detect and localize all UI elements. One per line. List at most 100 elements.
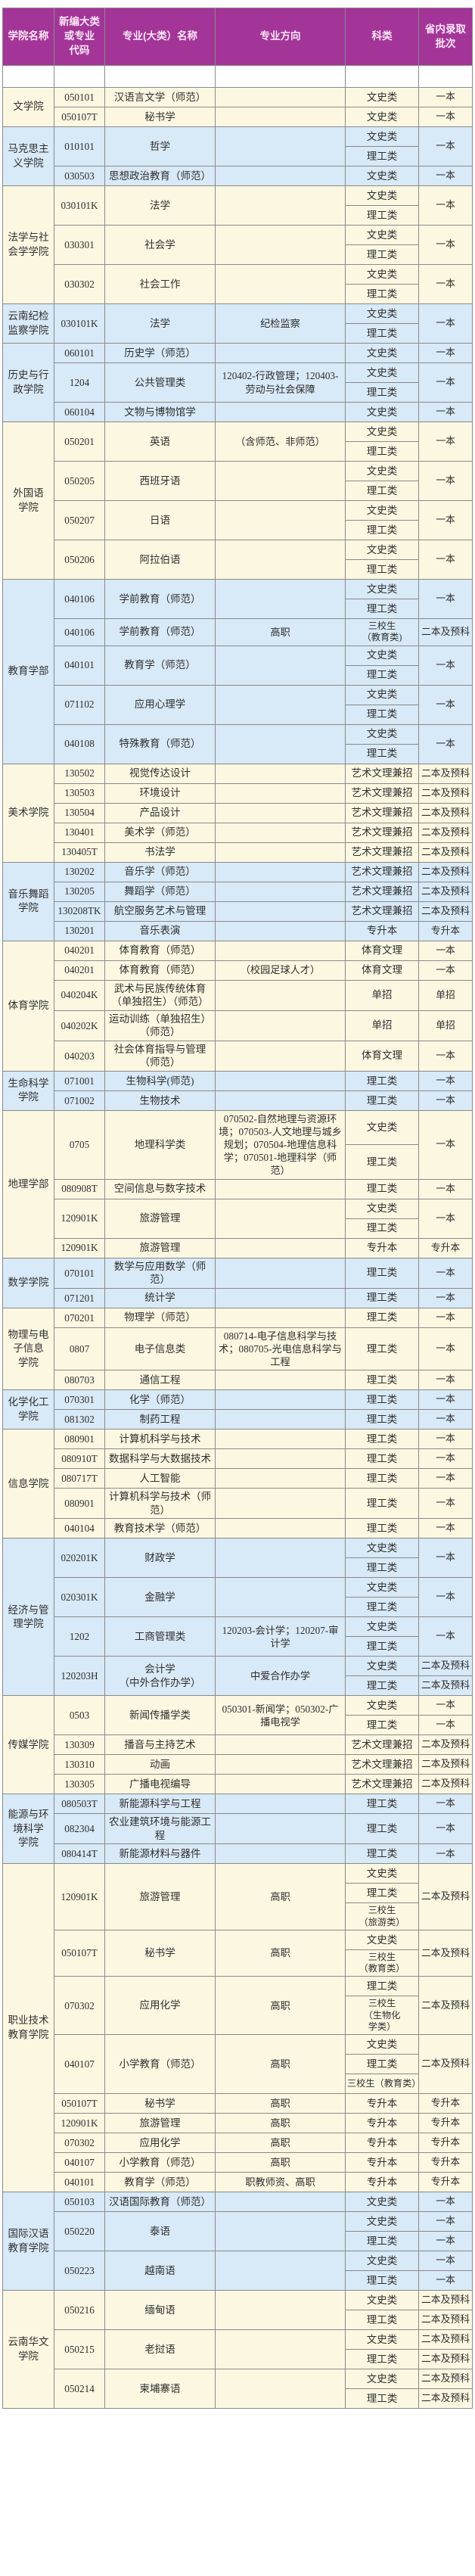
- table-row: 马克思主 义学院 010101 哲学 文史类 一本: [2, 126, 473, 186]
- table-row: 三校生 （旅游类）: [3, 1902, 473, 1930]
- major-name-cell: 生物科学(师范): [104, 1070, 216, 1091]
- table-row: 经济与管 理学院 020201K 财政学 文史类 一本: [2, 1538, 473, 1697]
- table-row: 040101 教育学（师范） 职教师资、高职 专升本 专升本: [3, 2172, 473, 2193]
- major-direction-cell: [215, 782, 346, 804]
- major-code-cell: 040107: [54, 2034, 105, 2095]
- subject-type-cell: 三校生 （教育类): [345, 618, 419, 646]
- major-name-cell: 法学: [104, 303, 216, 344]
- major-code-cell: 120901K: [54, 1198, 105, 1239]
- major-name-cell: 泰语: [104, 2211, 216, 2252]
- major-direction-cell: [215, 1843, 346, 1865]
- subject-type-cell: 体育文理: [345, 1040, 419, 1072]
- subject-type-cell: 理工类: [345, 1488, 419, 1520]
- subject-type-cell: 文史类: [345, 684, 419, 705]
- batch-cell: 一本: [418, 2192, 473, 2213]
- subject-type-cell: 艺术文理兼招: [345, 763, 419, 784]
- batch-cell: 一本: [418, 107, 473, 127]
- table-row: 理工类: [3, 1597, 473, 1618]
- subject-type-cell: 理工类: [345, 2270, 419, 2291]
- subject-type-cell: 理工类: [345, 1557, 419, 1579]
- subject-type-cell: 文史类: [345, 1656, 419, 1677]
- major-name-cell: 小学教育（师范）: [104, 2034, 216, 2095]
- batch-cell: 一本: [418, 1715, 473, 1736]
- major-direction-cell: [215, 763, 346, 784]
- major-code-cell: 040203: [54, 1040, 105, 1072]
- table-row: 040201 体育教育（师范） （校园足球人才） 体育文理 一本: [3, 960, 473, 981]
- major-name-cell: 空间信息与数字技术: [104, 1178, 216, 1199]
- major-direction-cell: [215, 1429, 346, 1450]
- subject-type-cell: 专升本: [345, 1237, 419, 1258]
- table-row: 050215 老挝语 文史类 二本及预科: [3, 2329, 473, 2370]
- major-direction-cell: [215, 1734, 346, 1756]
- major-name-cell: 社会学: [104, 225, 216, 265]
- subject-type-cell: 单招: [345, 979, 419, 1011]
- table-row: 130305 广播电视编导 艺术文理兼招 二本及预科: [3, 1774, 473, 1795]
- major-direction-cell: [215, 126, 346, 166]
- subject-type-cell: 理工类: [345, 1409, 419, 1430]
- batch-cell: 二本及预科: [418, 2290, 473, 2311]
- college-cell: 云南纪检 监察学院: [2, 303, 54, 344]
- major-name-cell: 武术与民族传统体育（单独招生）（师范）: [104, 979, 216, 1011]
- major-direction-cell: （含师范、非师范）: [215, 422, 346, 462]
- subject-type-cell: 理工类: [345, 1389, 419, 1411]
- major-name-cell: 缅甸语: [104, 2290, 216, 2331]
- table-row: 130401 美术学（师范） 艺术文理兼招 二本及预科: [3, 822, 473, 843]
- batch-cell: 一本: [418, 645, 473, 686]
- batch-cell: 一本: [418, 540, 473, 580]
- major-code-cell: 050107T: [54, 2093, 105, 2114]
- table-row: 071102 应用心理学 文史类 一本: [3, 684, 473, 725]
- major-code-cell: 070301: [54, 1389, 105, 1411]
- subject-type-cell: 文史类: [345, 1577, 419, 1598]
- major-name-cell: 社会工作: [104, 264, 216, 304]
- batch-cell: 专升本: [418, 2113, 473, 2134]
- subject-type-cell: 艺术文理兼招: [345, 881, 419, 902]
- subject-type-cell: 理工类: [345, 1794, 419, 1815]
- table-row: 地理学部 0705 地理科学类 070502-自然地理与资源环境；070503-人文地…: [2, 1109, 473, 1258]
- table-row: 理工类: [3, 520, 473, 540]
- major-name-cell: 英语: [104, 422, 216, 462]
- major-name-cell: 老挝语: [104, 2329, 216, 2370]
- major-direction-cell: [215, 461, 346, 501]
- major-code-cell: 0807: [54, 1327, 105, 1371]
- table-row: 美术学院 130502 视觉传达设计 艺术文理兼招 二本及预科: [2, 763, 473, 863]
- major-direction-cell: [215, 1754, 346, 1775]
- header-major-code: 新编大类 或专业 代码: [54, 8, 105, 66]
- table-row: 历史与行 政学院 060101 历史学（师范） 文史类 一本: [2, 343, 473, 422]
- subject-type-cell: 理工类: [345, 1675, 419, 1697]
- table-row: 130310 动画 艺术文理兼招 二本及预科: [3, 1754, 473, 1775]
- college-cell: 地理学部: [2, 1109, 54, 1258]
- table-row: 120901K 旅游管理 文史类 一本: [3, 1198, 473, 1239]
- batch-cell: 一本: [418, 1307, 473, 1328]
- major-direction-cell: [215, 1448, 346, 1470]
- major-direction-cell: [215, 2192, 346, 2213]
- batch-cell: 一本: [418, 1198, 473, 1239]
- college-cell: 美术学院: [2, 763, 54, 863]
- spacer-cell: [104, 65, 216, 88]
- subject-type-cell: 理工类: [345, 323, 419, 344]
- batch-cell: 一本: [418, 1538, 473, 1579]
- table-row: 080901 计算机科学与技术（师范） 理工类 一本: [3, 1488, 473, 1520]
- major-name-cell: 工商管理类: [104, 1616, 216, 1657]
- major-code-cell: 120901K: [54, 1863, 105, 1930]
- subject-type-cell: 文史类: [345, 540, 419, 560]
- table-row: 050214 柬埔寨语 文史类 二本及预科: [3, 2369, 473, 2410]
- subject-type-cell: 艺术文理兼招: [345, 1734, 419, 1756]
- major-code-cell: 070302: [54, 1976, 105, 2036]
- major-name-cell: 秘书学: [104, 2093, 216, 2114]
- table-row: 三校生 （教育类）: [3, 1949, 473, 1977]
- major-direction-cell: 080714-电子信息科学与技术；080705-光电信息科学与工程: [215, 1327, 346, 1371]
- subject-type-cell: 文史类: [345, 1616, 419, 1638]
- major-code-cell: 060101: [54, 343, 105, 363]
- subject-type-cell: 理工类: [345, 1597, 419, 1618]
- major-direction-cell: [215, 1237, 346, 1258]
- batch-cell: 一本: [418, 1843, 473, 1865]
- subject-type-cell: 文史类: [345, 422, 419, 442]
- major-code-cell: 071201: [54, 1287, 105, 1308]
- spacer-cell: [54, 65, 105, 88]
- batch-cell: 一本: [418, 723, 473, 764]
- major-name-cell: 统计学: [104, 1287, 216, 1308]
- major-direction-cell: 120402-行政管理；120403-劳动与社会保障: [215, 362, 346, 403]
- table-row: 理工类: [3, 1144, 473, 1180]
- major-code-cell: 082304: [54, 1813, 105, 1845]
- subject-type-cell: 理工类: [345, 743, 419, 764]
